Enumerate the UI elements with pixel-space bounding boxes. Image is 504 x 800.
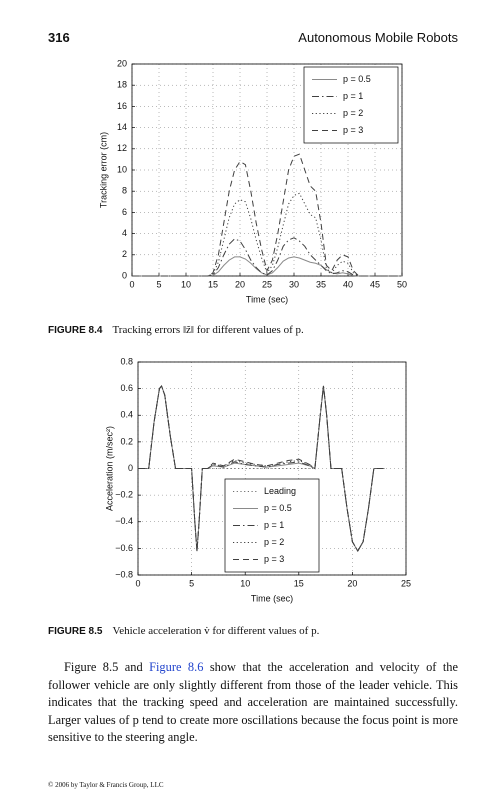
y-tick-label: 10	[117, 164, 127, 174]
legend-label: p = 2	[343, 108, 363, 118]
y-tick-label: 6	[122, 207, 127, 217]
plot-frame	[131, 63, 403, 277]
y-tick-label: 16	[117, 101, 127, 111]
text: Figure 8.5 and	[64, 660, 150, 674]
running-title: Autonomous Mobile Robots	[298, 30, 458, 45]
y-tick-label: 0.2	[120, 436, 133, 446]
series-line	[132, 256, 402, 277]
x-tick-label: 0	[129, 279, 134, 289]
page-number: 316	[48, 30, 70, 45]
y-tick-label: −0.2	[115, 490, 133, 500]
series-line	[138, 384, 385, 553]
x-tick-label: 5	[156, 279, 161, 289]
x-tick-label: 25	[262, 279, 272, 289]
y-tick-label: −0.4	[115, 516, 133, 526]
y-tick-label: 0	[128, 463, 133, 473]
x-tick-label: 40	[343, 279, 353, 289]
series-line	[132, 153, 402, 277]
caption-label: FIGURE 8.4	[48, 325, 103, 336]
legend-label: p = 1	[343, 91, 363, 101]
paragraph: Figure 8.5 and Figure 8.6 show that the …	[48, 659, 458, 747]
x-tick-label: 10	[240, 578, 250, 588]
text: show that the acceleration and velocity …	[48, 660, 458, 744]
legend-label: Leading	[264, 486, 296, 496]
copyright: © 2006 by Taylor & Francis Group, LLC	[48, 781, 164, 789]
y-tick-label: 12	[117, 143, 127, 153]
caption: FIGURE 8.4 Tracking errors ‖z̃‖ for diffe…	[48, 324, 304, 336]
x-tick-label: 45	[370, 279, 380, 289]
y-tick-label: 0	[122, 270, 127, 280]
caption-text: Tracking errors ‖z̃‖ for different value…	[112, 324, 304, 336]
series-line	[132, 237, 402, 277]
x-tick-label: 25	[401, 578, 411, 588]
x-tick-label: 15	[294, 578, 304, 588]
y-tick-label: 2	[122, 249, 127, 259]
x-tick-label: 5	[189, 578, 194, 588]
legend-label: p = 0.5	[264, 503, 292, 513]
y-axis-label: Acceleration (m/sec²)	[104, 426, 114, 511]
y-tick-label: 8	[122, 186, 127, 196]
y-tick-label: −0.6	[115, 543, 133, 553]
x-tick-label: 35	[316, 279, 326, 289]
y-tick-label: 0.8	[120, 356, 133, 366]
x-tick-label: 10	[181, 279, 191, 289]
caption-label: FIGURE 8.5	[48, 626, 103, 637]
y-tick-label: −0.8	[115, 569, 133, 579]
legend-label: p = 3	[343, 125, 363, 135]
x-axis-label: Time (sec)	[246, 294, 288, 304]
y-axis-label: Tracking error (cm)	[98, 132, 108, 208]
caption: FIGURE 8.5 Vehicle acceleration v̇ for di…	[48, 625, 319, 637]
x-tick-label: 0	[135, 578, 140, 588]
x-tick-label: 50	[397, 279, 407, 289]
caption-text: Vehicle acceleration v̇ for different va…	[112, 625, 320, 637]
y-tick-label: 0.4	[120, 410, 133, 420]
x-tick-label: 20	[347, 578, 357, 588]
legend-label: p = 2	[264, 537, 284, 547]
y-tick-label: 18	[117, 80, 127, 90]
figure-link[interactable]: Figure 8.6	[149, 660, 204, 674]
x-axis-label: Time (sec)	[251, 593, 293, 603]
y-tick-label: 4	[122, 228, 127, 238]
y-tick-label: 20	[117, 58, 127, 68]
y-tick-label: 14	[117, 122, 127, 132]
legend-label: p = 1	[264, 520, 284, 530]
x-tick-label: 20	[235, 279, 245, 289]
legend-label: p = 0.5	[343, 74, 371, 84]
series-line	[138, 384, 385, 553]
x-tick-label: 15	[208, 279, 218, 289]
series-line	[132, 192, 402, 277]
legend-box	[224, 478, 320, 573]
y-tick-label: 0.6	[120, 383, 133, 393]
x-tick-label: 30	[289, 279, 299, 289]
legend-label: p = 3	[264, 554, 284, 564]
